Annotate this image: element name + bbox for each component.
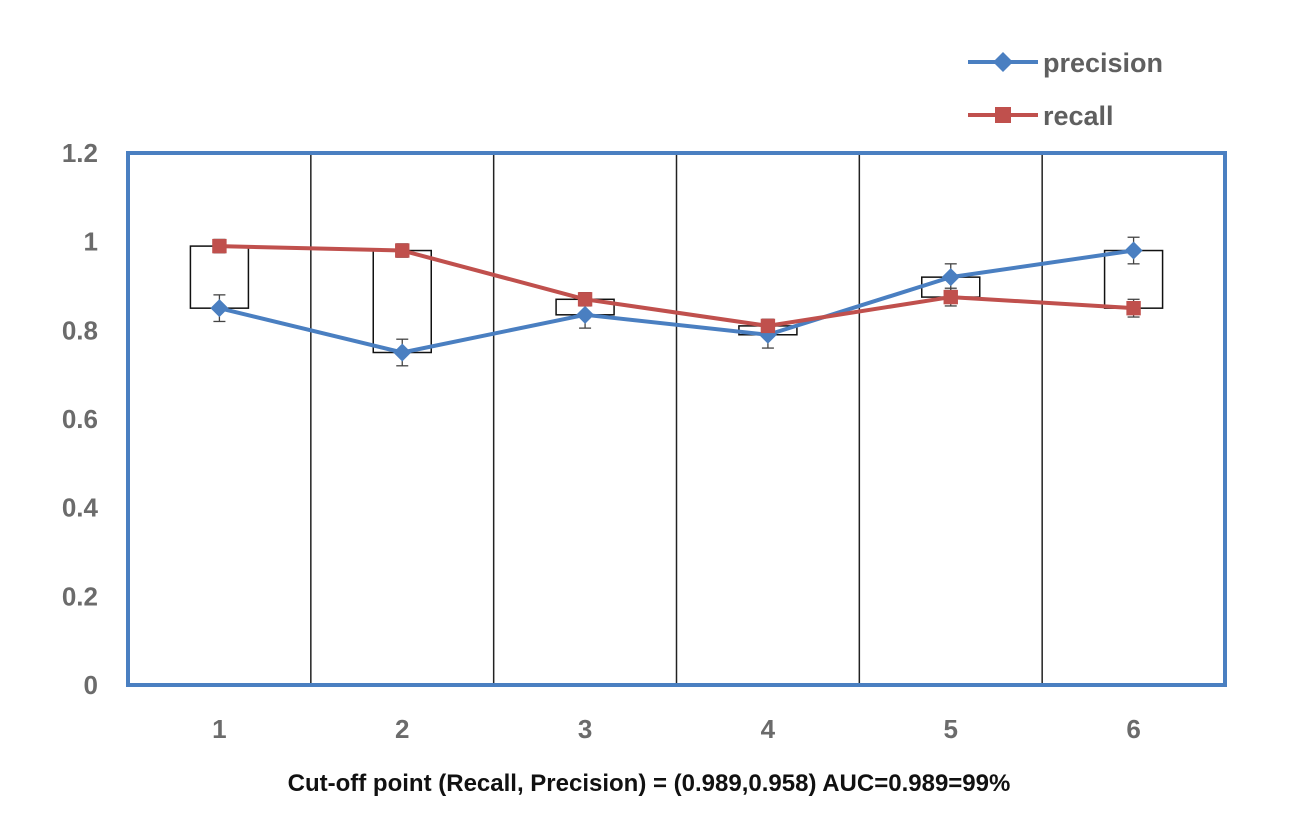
data-point-recall [760,318,776,334]
y-tick-label: 0.8 [62,315,98,345]
data-point-recall [212,238,227,254]
data-point-precision [210,299,229,318]
series-lines [218,244,1134,355]
x-tick-label: 3 [578,714,592,744]
chart-caption: Cut-off point (Recall, Precision) = (0.9… [287,770,1011,797]
series-markers [210,238,1143,362]
data-point-recall [1126,300,1141,316]
plot-border [126,151,1227,687]
x-tick-label: 1 [212,714,226,744]
x-tick-label: 4 [761,714,776,744]
data-point-precision [393,343,412,362]
legend-label-recall: recall [1043,101,1114,131]
x-tick-label: 6 [1126,714,1140,744]
data-point-precision [1124,241,1143,260]
category-separators [310,153,1043,685]
range-box [372,249,432,354]
x-tick-label: 2 [395,714,409,744]
plot-frame [126,151,1227,687]
series-line-precision [218,248,1134,355]
x-tick-label: 5 [944,714,958,744]
data-point-precision [576,305,595,324]
series-line-recall [219,244,1134,328]
y-tick-label: 0.4 [62,493,99,523]
y-tick-label: 0.2 [62,581,98,611]
legend-marker-recall [995,107,1011,123]
y-tick-label: 0 [84,670,98,700]
y-tick-label: 1 [84,227,98,257]
data-point-precision [941,268,960,287]
data-point-recall [577,292,593,307]
x-axis: 1 2 3 4 5 6 [212,714,1141,744]
legend-marker-precision [993,52,1013,72]
y-tick-label: 0.6 [62,404,98,434]
data-point-recall [395,243,410,258]
data-point-recall [943,289,958,305]
y-axis: 0 0.2 0.4 0.6 0.8 1 1.2 [62,138,99,700]
legend-label-precision: precision [1043,48,1163,78]
y-tick-label: 1.2 [62,138,98,168]
legend: precision recall [968,48,1163,131]
